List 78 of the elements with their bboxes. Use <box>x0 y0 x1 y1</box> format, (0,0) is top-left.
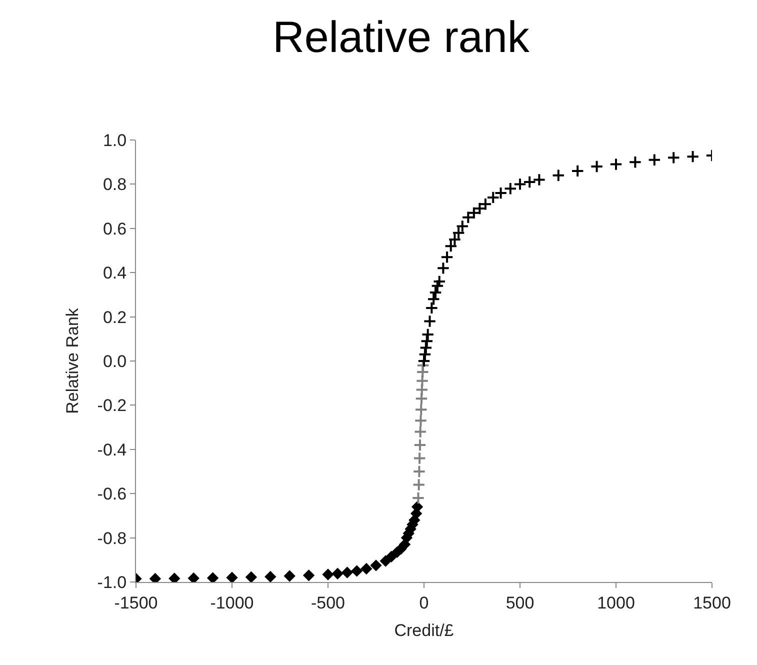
point <box>667 151 680 164</box>
point <box>462 210 475 224</box>
point <box>284 570 296 582</box>
point <box>648 153 661 166</box>
x-tick-label: 0 <box>419 593 429 612</box>
point <box>420 334 434 348</box>
point <box>423 314 436 328</box>
point <box>418 348 432 361</box>
point <box>523 175 536 189</box>
point <box>332 568 344 580</box>
point <box>425 301 438 315</box>
point <box>444 239 458 253</box>
y-tick-label: -0.4 <box>97 440 127 460</box>
point <box>416 365 430 379</box>
point <box>513 178 527 191</box>
point <box>609 158 623 171</box>
point <box>414 403 428 416</box>
point <box>436 262 450 275</box>
point <box>432 274 446 288</box>
x-tick-label: 1500 <box>693 593 731 612</box>
point <box>504 182 517 196</box>
point <box>226 572 238 582</box>
point <box>412 452 426 465</box>
point <box>322 568 334 580</box>
point <box>421 328 434 342</box>
y-tick-label: 0.4 <box>102 264 127 283</box>
point <box>467 206 481 220</box>
y-tick-label: 0.0 <box>102 352 127 371</box>
chart-title: Relative rank <box>272 12 530 62</box>
y-tick-label: 0.2 <box>102 308 127 327</box>
point <box>552 168 565 182</box>
point <box>414 392 428 406</box>
point <box>494 186 508 200</box>
point <box>206 572 219 582</box>
point <box>341 566 354 578</box>
point <box>448 232 462 246</box>
point <box>264 570 276 582</box>
point <box>360 562 372 575</box>
point <box>417 354 431 368</box>
point <box>415 383 428 396</box>
point <box>412 491 425 505</box>
point <box>590 160 604 174</box>
point <box>486 190 500 204</box>
x-tick-label: -1000 <box>210 593 254 612</box>
y-tick-label: 1.0 <box>102 130 127 150</box>
y-axis-title: Relative Rank <box>62 308 82 414</box>
point <box>571 164 584 178</box>
point <box>414 425 427 438</box>
point <box>412 478 426 492</box>
point <box>414 414 428 428</box>
x-tick-label: -500 <box>310 593 346 612</box>
point <box>413 438 427 452</box>
x-tick-label: 500 <box>506 593 534 612</box>
point <box>302 570 315 582</box>
point <box>419 341 433 354</box>
point <box>370 560 382 572</box>
x-axis-title: Credit/£ <box>394 620 454 640</box>
point <box>245 571 258 582</box>
point <box>412 464 426 478</box>
point <box>532 173 546 186</box>
y-tick-label: -0.8 <box>97 528 127 548</box>
point <box>473 202 486 216</box>
point <box>427 292 440 306</box>
y-tick-label: 0.8 <box>102 175 127 194</box>
point <box>428 286 442 300</box>
point <box>686 150 700 164</box>
point <box>452 226 466 240</box>
point <box>440 250 454 264</box>
point <box>628 156 642 169</box>
point <box>478 197 492 211</box>
point <box>456 220 469 233</box>
x-tick-label: 1000 <box>597 593 635 612</box>
point <box>350 565 363 577</box>
x-tick-label: -1500 <box>114 593 158 612</box>
y-tick-label: -0.6 <box>97 484 127 504</box>
y-tick-label: 0.6 <box>102 219 127 238</box>
y-tick-label: -0.2 <box>97 396 127 416</box>
y-tick-label: -1.0 <box>97 572 127 592</box>
